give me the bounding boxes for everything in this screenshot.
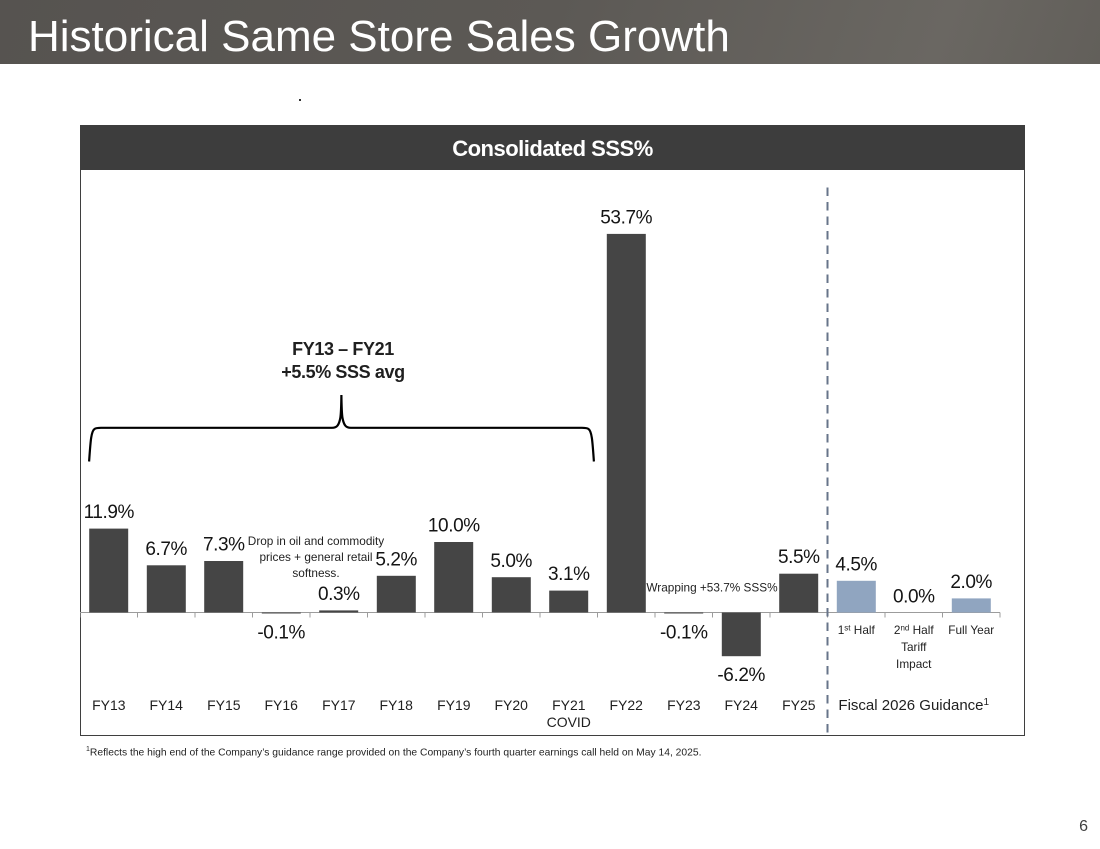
svg-text:COVID: COVID [547, 714, 591, 730]
svg-text:FY21: FY21 [552, 697, 586, 713]
svg-text:FY19: FY19 [437, 697, 471, 713]
svg-text:prices + general retail: prices + general retail [259, 550, 372, 564]
svg-text:FY22: FY22 [609, 697, 643, 713]
svg-text:FY16: FY16 [264, 697, 298, 713]
svg-text:1st Half: 1st Half [838, 623, 876, 637]
svg-text:FY20: FY20 [494, 697, 528, 713]
svg-text:5.5%: 5.5% [778, 547, 820, 568]
svg-text:Full Year: Full Year [948, 623, 994, 637]
svg-text:53.7%: 53.7% [600, 207, 652, 228]
svg-text:FY25: FY25 [782, 697, 816, 713]
svg-text:Tariff: Tariff [901, 640, 927, 654]
svg-text:FY13: FY13 [92, 697, 126, 713]
svg-text:2nd Half: 2nd Half [894, 623, 934, 637]
svg-text:4.5%: 4.5% [835, 554, 877, 575]
svg-text:Fiscal 2026 Guidance1: Fiscal 2026 Guidance1 [838, 697, 989, 714]
svg-text:FY15: FY15 [207, 697, 241, 713]
svg-text:+5.5% SSS avg: +5.5% SSS avg [281, 362, 404, 382]
svg-text:7.3%: 7.3% [203, 535, 245, 556]
svg-text:0.3%: 0.3% [318, 584, 360, 605]
svg-text:softness.: softness. [292, 566, 339, 580]
svg-text:-6.2%: -6.2% [717, 665, 765, 686]
svg-text:2.0%: 2.0% [950, 572, 992, 593]
svg-text:3.1%: 3.1% [548, 564, 590, 585]
svg-text:FY18: FY18 [379, 697, 413, 713]
svg-text:-0.1%: -0.1% [257, 623, 305, 644]
svg-text:5.0%: 5.0% [490, 551, 532, 572]
svg-text:Drop in oil and commodity: Drop in oil and commodity [248, 534, 384, 548]
svg-text:FY17: FY17 [322, 697, 356, 713]
svg-text:FY14: FY14 [149, 697, 183, 713]
svg-text:5.2%: 5.2% [375, 549, 417, 570]
svg-text:11.9%: 11.9% [84, 502, 135, 523]
svg-text:Consolidated SSS%: Consolidated SSS% [452, 136, 653, 161]
svg-text:FY23: FY23 [667, 697, 701, 713]
svg-text:-0.1%: -0.1% [660, 623, 708, 644]
svg-text:FY13 – FY21: FY13 – FY21 [292, 339, 394, 359]
svg-text:Wrapping +53.7% SSS%: Wrapping +53.7% SSS% [646, 581, 778, 595]
svg-text:Impact: Impact [896, 657, 932, 671]
svg-text:6.7%: 6.7% [145, 539, 187, 560]
svg-text:FY24: FY24 [724, 697, 758, 713]
svg-text:10.0%: 10.0% [428, 516, 480, 537]
svg-text:0.0%: 0.0% [893, 587, 935, 608]
